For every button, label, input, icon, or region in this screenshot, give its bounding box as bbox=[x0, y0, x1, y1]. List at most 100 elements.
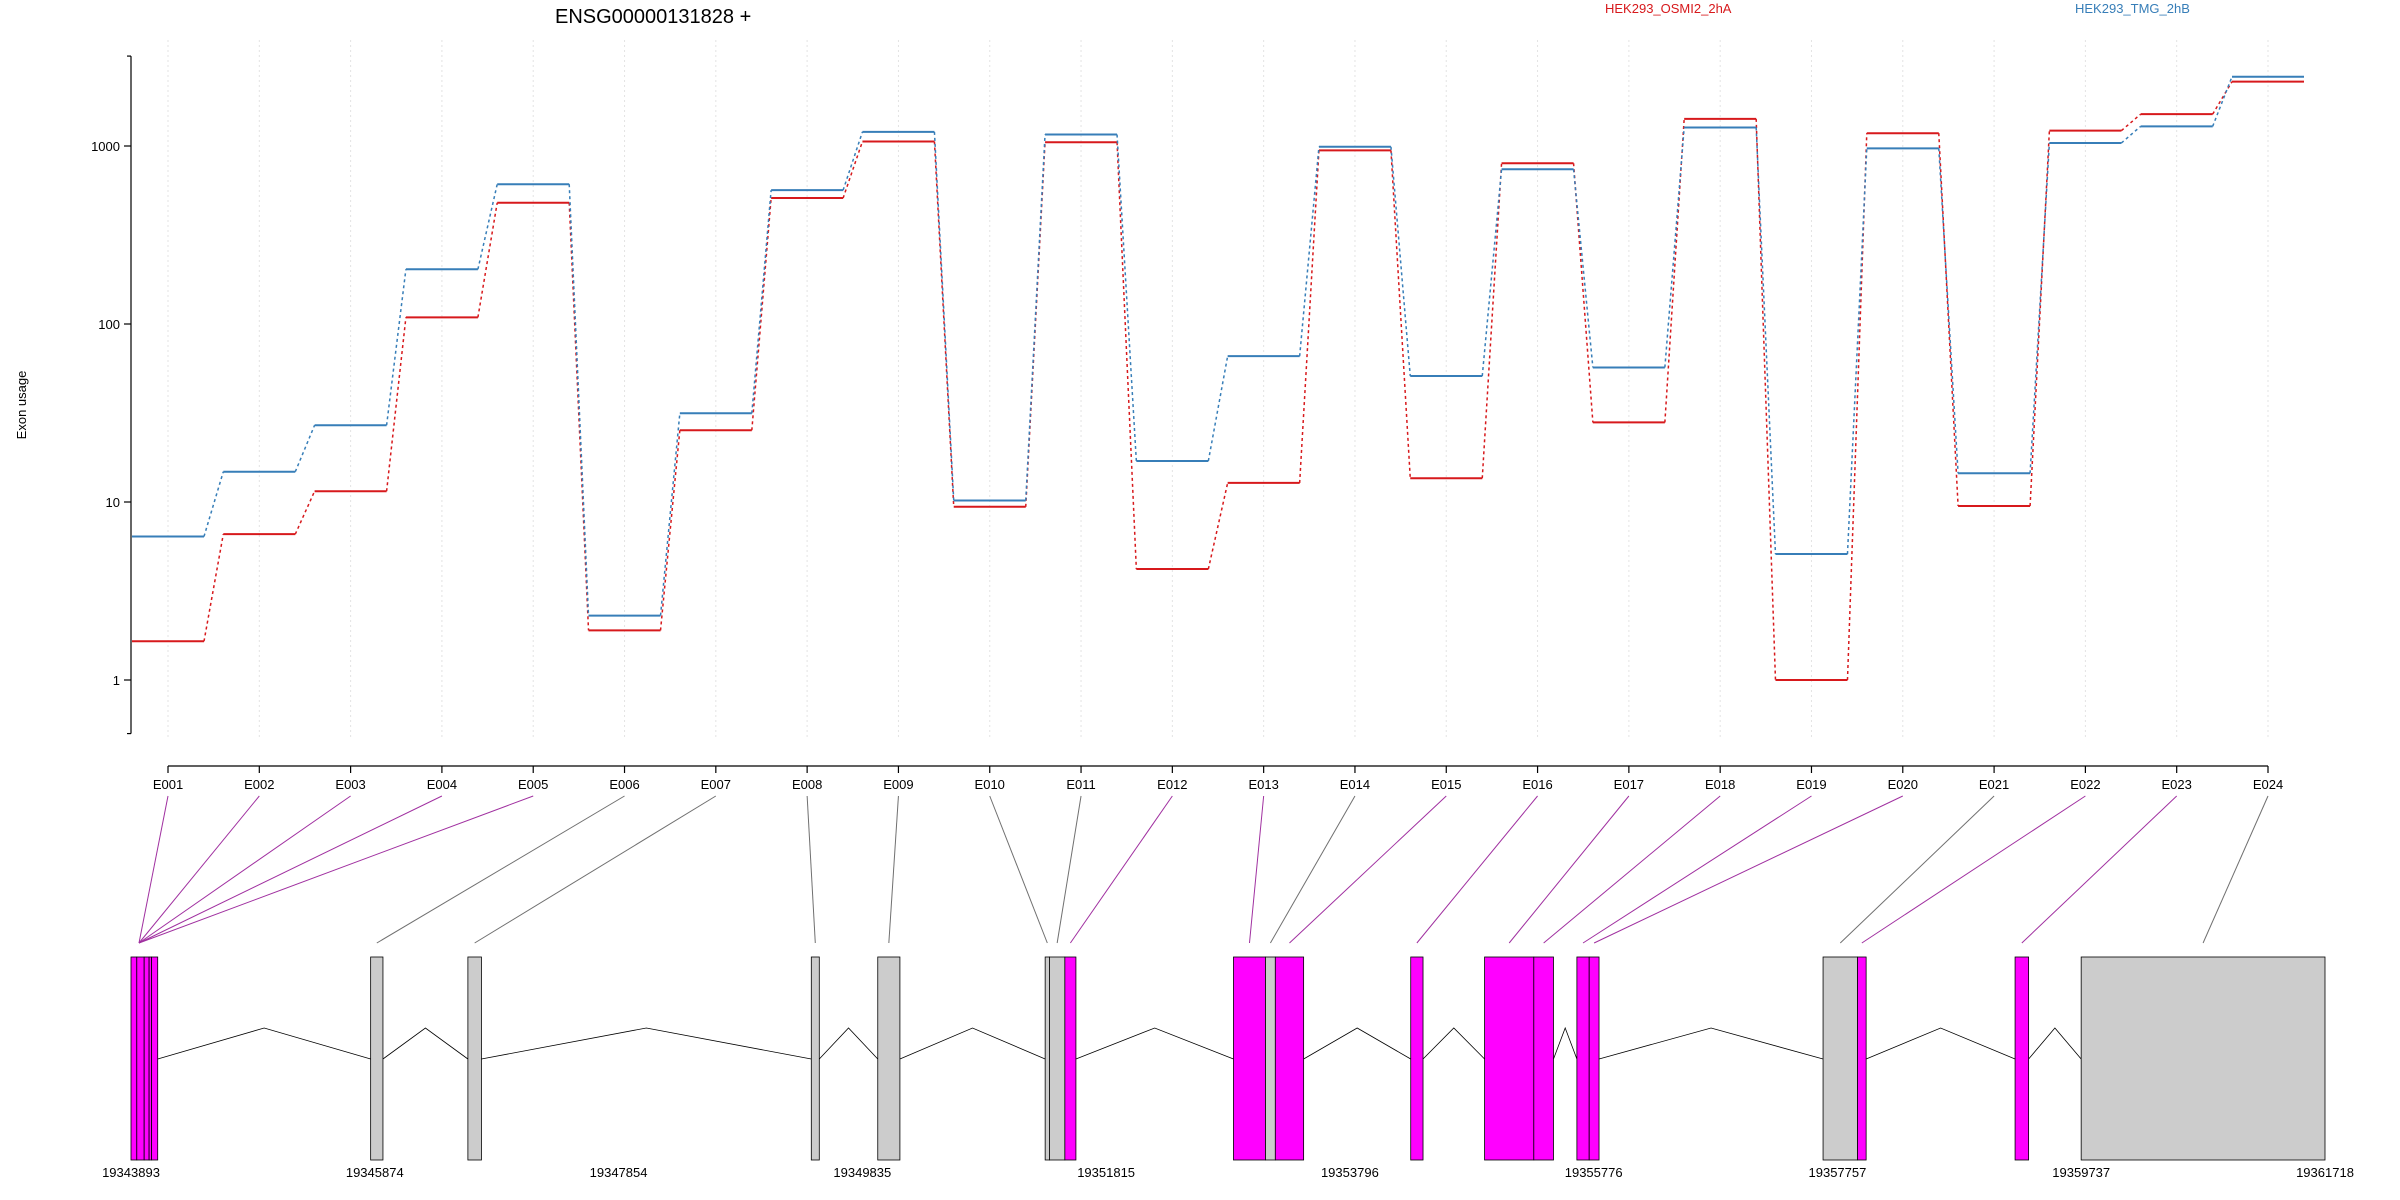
exon-block-e022 bbox=[1857, 956, 1867, 1161]
x-tick-label-e023: E023 bbox=[2162, 777, 2192, 792]
connector-e022 bbox=[1861, 795, 2086, 944]
x-tick-label-e017: E017 bbox=[1614, 777, 1644, 792]
y-tick-label-100: 100 bbox=[98, 317, 120, 332]
x-tick-label-e011: E011 bbox=[1066, 777, 1095, 792]
intron-20 bbox=[1598, 1027, 1824, 1060]
y-axis-title: Exon usage bbox=[14, 371, 29, 440]
intron-15 bbox=[1303, 1027, 1411, 1060]
series-1 bbox=[132, 80, 2304, 681]
x-tick-label-e013: E013 bbox=[1248, 777, 1278, 792]
connector-e018 bbox=[1543, 795, 1721, 944]
exon-block-e010 bbox=[1044, 956, 1050, 1161]
connector-e003 bbox=[138, 795, 351, 944]
intron-22 bbox=[1865, 1027, 2016, 1060]
x-tick-label-e004: E004 bbox=[427, 777, 457, 792]
x-tick-label-e014: E014 bbox=[1340, 777, 1370, 792]
exon-block-e012 bbox=[1064, 956, 1077, 1161]
exon-connectors bbox=[138, 795, 2269, 944]
x-tick-label-e006: E006 bbox=[609, 777, 639, 792]
connector-e020 bbox=[1593, 795, 1903, 944]
axes: 1 10 100 1000 E001 E002 E003 E004 E005 E006 E007 E0… bbox=[91, 55, 2283, 792]
intron-6 bbox=[382, 1027, 469, 1060]
series-2 bbox=[132, 75, 2304, 617]
connector-e023 bbox=[2021, 795, 2178, 944]
genomic-tick-label-3: 19347854 bbox=[590, 1165, 648, 1180]
exon-block-e001 bbox=[130, 956, 138, 1161]
genomic-tick-label-5: 19351815 bbox=[1077, 1165, 1135, 1180]
intron-5 bbox=[157, 1027, 371, 1060]
exon-block-e013 bbox=[1233, 956, 1266, 1161]
gene-model bbox=[130, 956, 2326, 1161]
connector-e001 bbox=[138, 795, 169, 944]
genomic-tick-label-7: 19355776 bbox=[1565, 1165, 1623, 1180]
genomic-axis: 19343893 19345874 19347854 19349835 19351815… bbox=[102, 1165, 2354, 1180]
exon-block-e009 bbox=[877, 956, 901, 1161]
x-tick-label-e001: E001 bbox=[153, 777, 183, 792]
exon-block-e019 bbox=[1576, 956, 1590, 1161]
connector-e004 bbox=[138, 795, 443, 944]
connector-e011 bbox=[1056, 795, 1082, 944]
x-tick-label-e005: E005 bbox=[518, 777, 548, 792]
exon-block-e008 bbox=[810, 956, 820, 1161]
connector-e005 bbox=[138, 795, 534, 944]
connector-e010 bbox=[989, 795, 1048, 944]
connector-e002 bbox=[138, 795, 260, 944]
connector-e007 bbox=[474, 795, 717, 944]
exon-block-e002 bbox=[136, 956, 145, 1161]
exon-block-e011 bbox=[1049, 956, 1066, 1161]
x-tick-label-e016: E016 bbox=[1522, 777, 1552, 792]
x-tick-label-e019: E019 bbox=[1796, 777, 1826, 792]
exon-block-e007 bbox=[467, 956, 482, 1161]
exon-block-e015 bbox=[1274, 956, 1305, 1161]
exon-block-e006 bbox=[370, 956, 384, 1161]
exon-block-e016 bbox=[1410, 956, 1424, 1161]
genomic-tick-label-6: 19353796 bbox=[1321, 1165, 1379, 1180]
exon-block-e020 bbox=[1588, 956, 1600, 1161]
connector-e008 bbox=[806, 795, 816, 944]
series-lines bbox=[132, 75, 2304, 681]
connector-e017 bbox=[1508, 795, 1630, 944]
intron-16 bbox=[1422, 1027, 1485, 1060]
connector-e015 bbox=[1289, 795, 1447, 944]
y-tick-label-1: 1 bbox=[113, 673, 120, 688]
x-tick-label-e022: E022 bbox=[2070, 777, 2100, 792]
x-tick-label-e024: E024 bbox=[2253, 777, 2283, 792]
intron-9 bbox=[899, 1027, 1046, 1060]
genomic-tick-label-4: 19349835 bbox=[833, 1165, 891, 1180]
x-tick-label-e002: E002 bbox=[244, 777, 274, 792]
x-tick-label-e020: E020 bbox=[1888, 777, 1918, 792]
x-tick-label-e003: E003 bbox=[335, 777, 365, 792]
x-tick-label-e009: E009 bbox=[883, 777, 913, 792]
legend-entry-tmg: HEK293_TMG_2hB bbox=[2075, 1, 2190, 16]
genomic-tick-label-1: 19343893 bbox=[102, 1165, 160, 1180]
exon-block-e005 bbox=[151, 956, 159, 1161]
genomic-tick-label-2: 19345874 bbox=[346, 1165, 404, 1180]
gridlines bbox=[167, 40, 2269, 740]
x-tick-label-e021: E021 bbox=[1979, 777, 2009, 792]
intron-18 bbox=[1553, 1026, 1578, 1060]
exon-block-e003 bbox=[143, 956, 150, 1161]
y-tick-label-1000: 1000 bbox=[91, 139, 120, 154]
connector-e019 bbox=[1582, 795, 1812, 944]
connector-e012 bbox=[1069, 795, 1173, 944]
chart-title: ENSG00000131828 + bbox=[555, 6, 751, 28]
x-tick-label-e018: E018 bbox=[1705, 777, 1735, 792]
intron-7 bbox=[481, 1027, 812, 1060]
x-tick-label-e012: E012 bbox=[1157, 777, 1187, 792]
exon-block-e017 bbox=[1484, 956, 1535, 1161]
connector-e024 bbox=[2202, 795, 2269, 944]
x-tick-label-e007: E007 bbox=[701, 777, 731, 792]
exon-block-e024 bbox=[2080, 956, 2326, 1161]
exon-block-e023 bbox=[2014, 956, 2030, 1161]
y-tick-label-10: 10 bbox=[106, 495, 120, 510]
genomic-tick-label-10: 19361718 bbox=[2296, 1165, 2354, 1180]
series-1-line bbox=[203, 81, 2233, 681]
connector-e014 bbox=[1269, 795, 1356, 944]
x-tick-label-e010: E010 bbox=[975, 777, 1005, 792]
intron-23 bbox=[2028, 1027, 2082, 1060]
genomic-tick-label-9: 19359737 bbox=[2052, 1165, 2110, 1180]
intron-12 bbox=[1075, 1027, 1234, 1060]
exon-block-e014 bbox=[1265, 956, 1276, 1161]
connector-e013 bbox=[1248, 795, 1265, 944]
